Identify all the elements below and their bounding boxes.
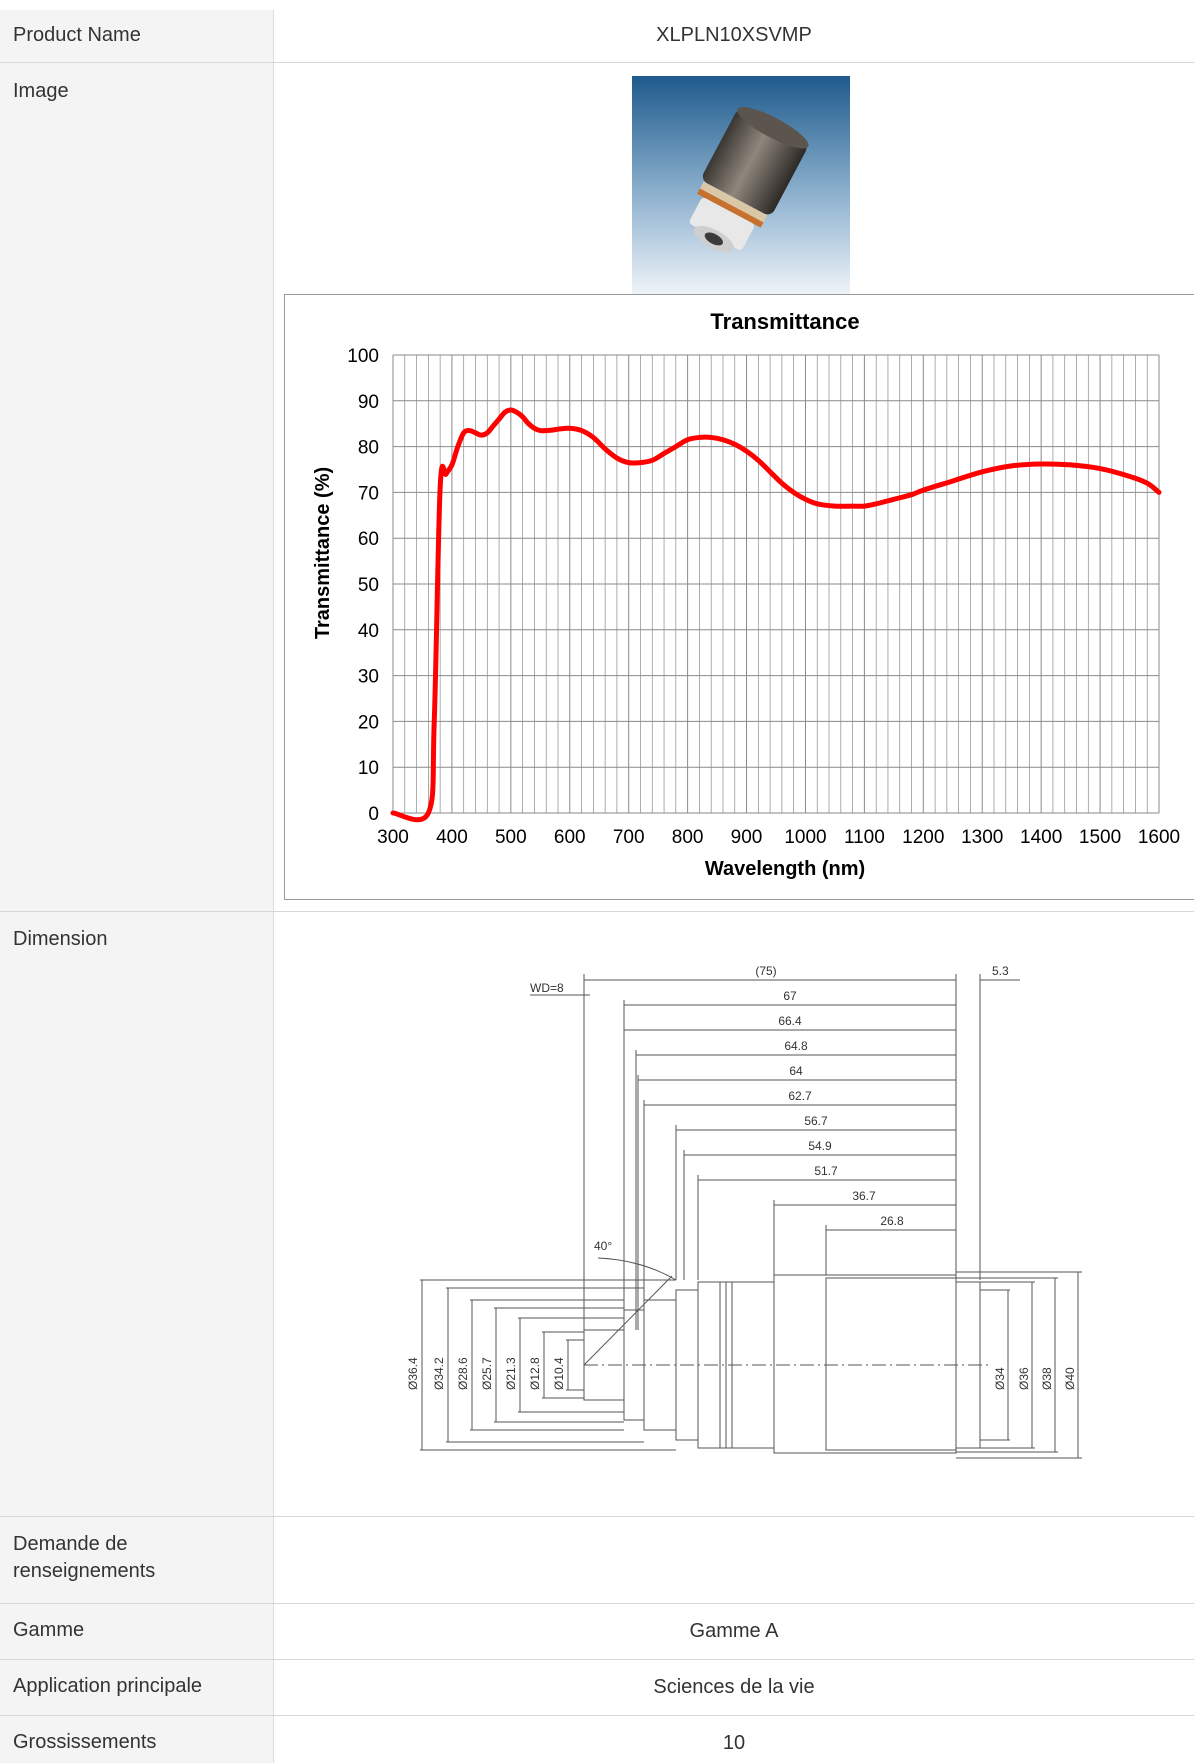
x-tick-label: 800 — [672, 827, 704, 848]
dim-length-label: 51.7 — [814, 1164, 838, 1178]
x-tick-label: 1600 — [1138, 827, 1180, 848]
label-dimension: Dimension — [13, 928, 108, 950]
dim-length-label: 56.7 — [804, 1114, 828, 1128]
dim-length-label: 36.7 — [852, 1189, 876, 1203]
value-product-name: XLPLN10XSVMP — [656, 24, 812, 46]
x-tick-label: 700 — [613, 827, 645, 848]
dim-angle-label: 40° — [594, 1239, 612, 1253]
dim-diameter-label: Ø25.7 — [480, 1357, 494, 1390]
label-image: Image — [13, 80, 69, 102]
x-tick-label: 600 — [554, 827, 586, 848]
y-tick-label: 40 — [358, 621, 379, 642]
y-tick-label: 0 — [368, 804, 379, 825]
dim-offset-label: 5.3 — [992, 964, 1009, 978]
x-tick-label: 1400 — [1020, 827, 1062, 848]
value-application-principale: Sciences de la vie — [653, 1676, 815, 1698]
label-grossissements: Grossissements — [13, 1731, 157, 1753]
x-axis-label: Wavelength (nm) — [705, 858, 865, 880]
x-tick-label: 1100 — [844, 827, 885, 848]
row-divider — [0, 62, 1194, 63]
value-grossissements: 10 — [722, 1732, 746, 1754]
y-tick-label: 10 — [358, 758, 379, 779]
chart-title: Transmittance — [710, 309, 859, 334]
x-tick-label: 1300 — [961, 827, 1003, 848]
objective-lens-photo — [632, 76, 850, 294]
value-gamme: Gamme A — [689, 1620, 779, 1642]
y-tick-label: 90 — [358, 392, 379, 413]
y-tick-label: 60 — [358, 529, 379, 550]
row-divider — [0, 1715, 1194, 1716]
dim-diameter-label: Ø36.4 — [406, 1357, 420, 1390]
x-tick-label: 300 — [377, 827, 409, 848]
y-tick-label: 20 — [358, 712, 379, 733]
dim-length-label: 54.9 — [808, 1139, 832, 1153]
label-gamme: Gamme — [13, 1619, 85, 1641]
label-column — [0, 10, 274, 1763]
dim-length-label: 64.8 — [784, 1039, 808, 1053]
dim-diameter-label: Ø28.6 — [456, 1357, 470, 1390]
x-tick-label: 900 — [731, 827, 763, 848]
dim-length-label: 26.8 — [880, 1214, 904, 1228]
dim-wd-label: WD=8 — [530, 981, 564, 995]
transmittance-series-line — [390, 407, 1162, 823]
dim-length-label: 67 — [783, 989, 797, 1003]
dim-diameter-label: Ø21.3 — [504, 1357, 518, 1390]
x-tick-label: 1000 — [784, 827, 826, 848]
chart-grid — [392, 354, 1160, 814]
x-tick-label: 400 — [436, 827, 468, 848]
label-application-principale: Application principale — [13, 1675, 203, 1697]
y-tick-label: 70 — [358, 483, 379, 504]
y-tick-label: 80 — [358, 438, 379, 459]
dim-diameter-label: Ø38 — [1040, 1367, 1054, 1390]
row-divider — [0, 911, 1194, 912]
dim-diameter-label: Ø12.8 — [528, 1357, 542, 1390]
dim-diameter-label: Ø34 — [993, 1367, 1007, 1390]
dim-diameter-label: Ø40 — [1063, 1367, 1077, 1390]
x-tick-labels: 300 400 500 600 700 800 900 1000 1100 1200 1300 140… — [377, 827, 1180, 848]
label-product-name: Product Name — [13, 24, 141, 46]
transmittance-chart-svg: Transmittance 0 10 20 30 40 50 60 70 80 90 100 300… — [312, 309, 1180, 880]
label-demande-de-renseignements: Demande de renseignements — [13, 1533, 156, 1582]
y-tick-label: 100 — [347, 346, 379, 367]
dim-length-label: 62.7 — [788, 1089, 812, 1103]
row-divider — [0, 1659, 1194, 1660]
y-tick-label: 30 — [358, 667, 379, 688]
y-tick-label: 50 — [358, 575, 379, 596]
y-tick-labels: 0 10 20 30 40 50 60 70 80 90 100 — [347, 346, 379, 825]
dim-length-label: 64 — [789, 1064, 803, 1078]
dim-length-label: 66.4 — [778, 1014, 802, 1028]
x-tick-label: 1500 — [1079, 827, 1121, 848]
x-tick-label: 1200 — [902, 827, 944, 848]
dim-diameter-label: Ø36 — [1017, 1367, 1031, 1390]
y-axis-label: Transmittance (%) — [312, 467, 334, 639]
transmittance-chart: Transmittance 0 10 20 30 40 50 60 70 80 90 100 300… — [284, 294, 1194, 900]
dim-diameter-label: Ø34.2 — [432, 1357, 446, 1390]
dim-length-label: (75) — [755, 964, 776, 978]
dim-diameter-label: Ø10.4 — [552, 1357, 566, 1390]
row-divider — [0, 1603, 1194, 1604]
dimension-drawing: (75) 67 66.4 64.8 64 62.7 56.7 54.9 51.7… — [380, 950, 1110, 1480]
x-tick-label: 500 — [495, 827, 527, 848]
row-divider — [0, 1516, 1194, 1517]
